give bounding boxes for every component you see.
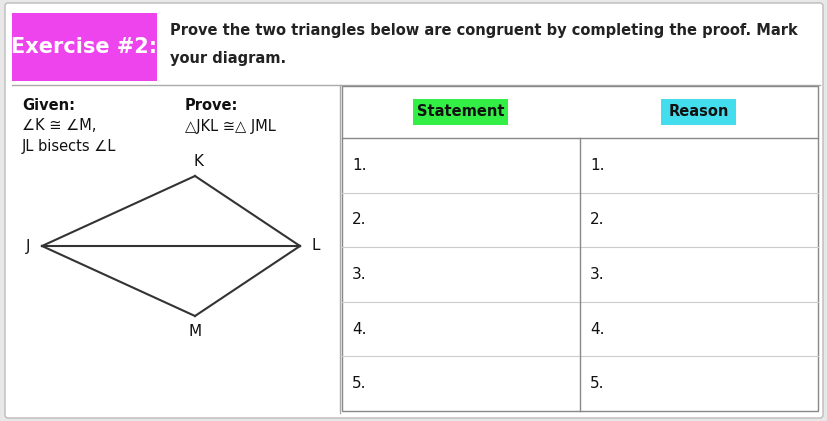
- Text: 4.: 4.: [351, 322, 366, 337]
- Text: ∠K ≅ ∠M,: ∠K ≅ ∠M,: [22, 118, 96, 133]
- Text: Exercise #2:: Exercise #2:: [12, 37, 157, 57]
- Text: J: J: [26, 239, 31, 253]
- Text: 4.: 4.: [590, 322, 604, 337]
- Text: Statement: Statement: [417, 104, 504, 120]
- Text: Reason: Reason: [668, 104, 729, 120]
- Text: 5.: 5.: [590, 376, 604, 391]
- Text: Prove:: Prove:: [184, 98, 238, 112]
- Bar: [661, 99, 735, 125]
- Text: M: M: [189, 325, 201, 339]
- Bar: [413, 99, 508, 125]
- Text: 2.: 2.: [590, 213, 604, 227]
- Text: 1.: 1.: [590, 158, 604, 173]
- Bar: [342, 86, 817, 411]
- Text: Prove the two triangles below are congruent by completing the proof. Mark: Prove the two triangles below are congru…: [170, 24, 796, 38]
- Text: 1.: 1.: [351, 158, 366, 173]
- Bar: [12, 13, 157, 81]
- Text: 2.: 2.: [351, 213, 366, 227]
- Text: 3.: 3.: [351, 267, 366, 282]
- Text: 5.: 5.: [351, 376, 366, 391]
- Text: JL bisects ∠L: JL bisects ∠L: [22, 139, 117, 155]
- Text: Given:: Given:: [22, 98, 75, 112]
- FancyBboxPatch shape: [5, 3, 822, 418]
- Text: your diagram.: your diagram.: [170, 51, 286, 66]
- Text: K: K: [194, 155, 203, 170]
- Text: 3.: 3.: [590, 267, 604, 282]
- Text: L: L: [312, 239, 320, 253]
- Text: △JKL ≅△ JML: △JKL ≅△ JML: [184, 118, 275, 133]
